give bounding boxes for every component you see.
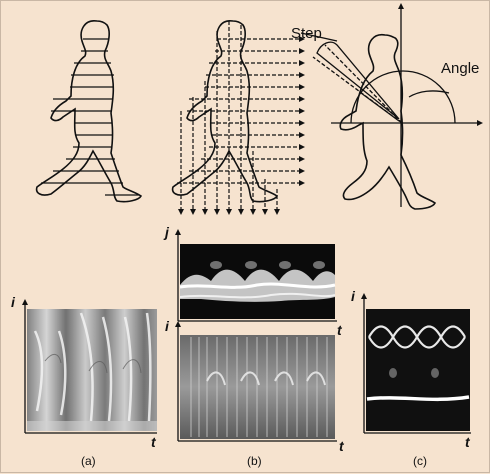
- step-annotation: Step: [291, 25, 322, 42]
- panel-c-vaxis-arrow: [361, 293, 367, 299]
- panel-a-axis-t: t: [151, 434, 157, 450]
- panel-b-caption: (b): [247, 454, 262, 468]
- projection-arrowheads-down: [178, 209, 280, 215]
- panel-c-axis-i: i: [351, 288, 356, 304]
- panel-a-caption: (a): [81, 454, 96, 468]
- projection-rays-horizontal: [177, 38, 299, 184]
- panel-c-axis-t: t: [465, 434, 471, 450]
- panel-b-axis-t: t: [339, 438, 345, 454]
- panel-b-top-axes: [177, 235, 337, 322]
- panel-b-top-axis-t: t: [337, 322, 343, 338]
- panel-a-image: [27, 309, 157, 431]
- walker-silhouette-b: [171, 20, 279, 203]
- panel-b-axis-i: i: [165, 318, 170, 334]
- panel-b-top-vaxis-arrow: [175, 229, 181, 235]
- axis-arrowheads-c: [398, 3, 483, 126]
- panel-b-axis-j: j: [163, 224, 170, 240]
- panel-b-top-image: [179, 244, 336, 319]
- panel-a-vaxis-arrow: [22, 299, 28, 305]
- projection-rays-vertical: [180, 21, 278, 209]
- panel-b-bottom-vaxis-arrow: [175, 321, 181, 327]
- panel-c-axes: [363, 299, 471, 434]
- panel-b-bottom-axes: [177, 327, 337, 442]
- walker-silhouette-c: [339, 33, 437, 210]
- panel-a-axes: [24, 305, 157, 434]
- step-lines: [300, 32, 403, 124]
- panel-b-bottom-image: [180, 335, 335, 439]
- angle-annotation: Angle: [441, 60, 479, 77]
- panel-c-image: [366, 309, 470, 431]
- projection-arrowheads-right: [299, 36, 305, 186]
- panel-a-axis-i: i: [11, 294, 16, 310]
- panel-c-caption: (c): [413, 454, 427, 468]
- walker-silhouette-a: [35, 20, 143, 203]
- angle-axes: [331, 9, 477, 207]
